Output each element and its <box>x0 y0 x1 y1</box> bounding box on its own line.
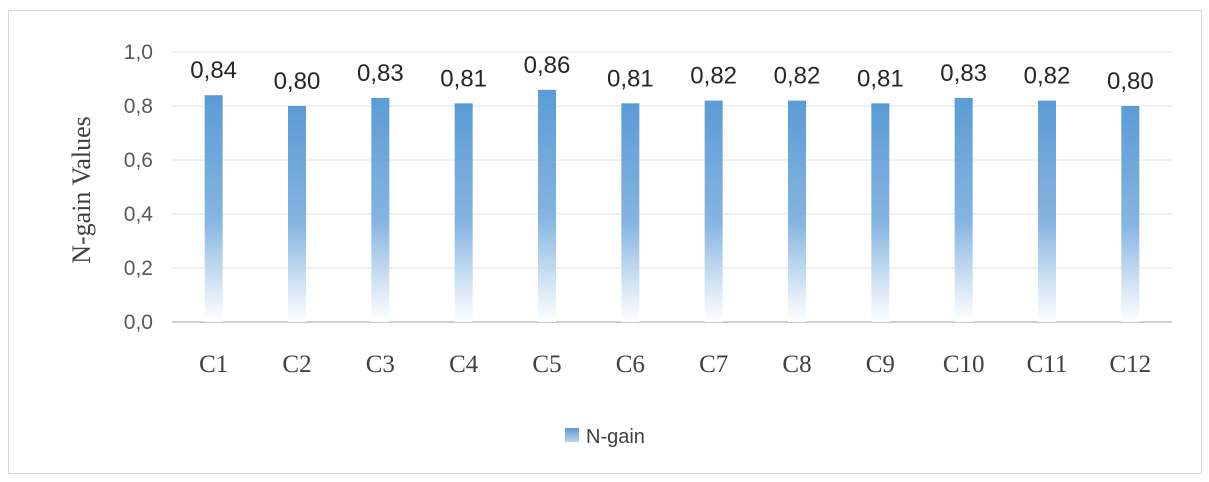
gridlines <box>172 51 1172 323</box>
data-label-c9: 0,81 <box>857 65 904 92</box>
bar-c8 <box>788 100 806 322</box>
y-tick-label: 0,8 <box>124 95 153 118</box>
y-tick-label: 1,0 <box>124 41 153 64</box>
x-tick-label-c11: C11 <box>1027 351 1068 378</box>
data-label-c7: 0,82 <box>690 63 737 90</box>
bar-c4 <box>454 103 473 322</box>
legend-label-ngain: N-gain <box>586 426 645 448</box>
data-label-c6: 0,81 <box>607 65 654 92</box>
legend-swatch-ngain <box>565 428 579 442</box>
bar-c1 <box>204 95 223 322</box>
data-label-c11: 0,82 <box>1024 63 1071 90</box>
bar-c5 <box>538 89 556 322</box>
bar-c2 <box>288 106 306 322</box>
y-tick-label: 0,4 <box>124 203 154 226</box>
data-label-c10: 0,83 <box>940 60 987 87</box>
x-tick-label-c5: C5 <box>532 351 561 378</box>
x-tick-label-c4: C4 <box>449 351 479 378</box>
data-label-c4: 0,81 <box>440 65 487 92</box>
y-axis-ticks: 0,0 0,2 0,4 0,6 0,8 1,0 <box>124 41 154 334</box>
data-label-c2: 0,80 <box>274 68 321 95</box>
x-tick-label-c1: C1 <box>199 351 228 378</box>
x-axis-categories: C1 C2 C3 C4 C5 C6 C7 C8 C9 C10 C11 C12 <box>199 351 1151 378</box>
x-tick-label-c7: C7 <box>699 351 728 378</box>
y-tick-label: 0,2 <box>124 257 153 280</box>
data-label-c8: 0,82 <box>774 63 821 90</box>
x-tick-label-c10: C10 <box>943 351 985 378</box>
data-labels: 0,84 0,80 0,83 0,81 0,86 0,81 0,82 0,82 0,81 0,83… <box>190 52 1153 95</box>
y-axis-title: N-gain Values <box>67 116 96 264</box>
x-tick-label-c8: C8 <box>782 351 811 378</box>
bars <box>204 89 1140 323</box>
y-tick-label: 0,0 <box>124 311 153 334</box>
x-tick-label-c9: C9 <box>866 351 895 378</box>
legend: N-gain <box>565 426 645 448</box>
data-label-c3: 0,83 <box>357 60 404 87</box>
data-label-c1: 0,84 <box>190 57 237 84</box>
bar-c11 <box>1038 100 1056 322</box>
x-tick-label-c3: C3 <box>366 351 395 378</box>
y-tick-label: 0,6 <box>124 149 153 172</box>
bar-c12 <box>1121 106 1140 322</box>
bar-c3 <box>371 97 390 323</box>
bar-c10 <box>954 97 973 323</box>
x-tick-label-c12: C12 <box>1109 351 1151 378</box>
bar-c7 <box>704 100 723 322</box>
data-label-c5: 0,86 <box>524 52 571 79</box>
data-label-c12: 0,80 <box>1107 68 1154 95</box>
bar-c9 <box>871 103 890 322</box>
x-tick-label-c2: C2 <box>282 351 311 378</box>
bar-c6 <box>621 103 640 322</box>
x-tick-label-c6: C6 <box>616 351 645 378</box>
